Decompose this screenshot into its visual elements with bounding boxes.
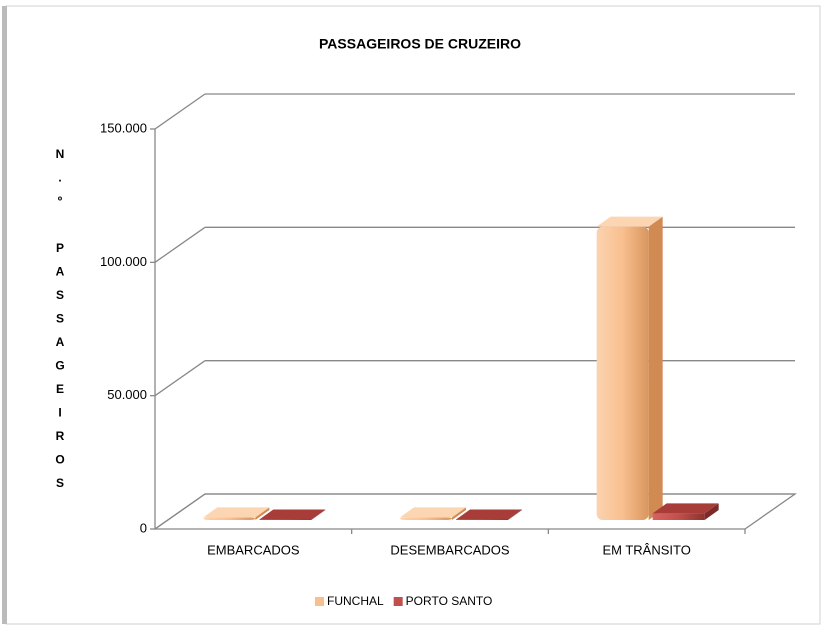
bar-side	[648, 216, 663, 520]
bar	[400, 507, 466, 520]
y-tick-label: 150.000	[100, 120, 147, 135]
bar-side	[704, 503, 719, 520]
bar-top	[259, 509, 326, 520]
y-tick-label: 100.000	[100, 254, 147, 269]
y-tick-label: 50.000	[107, 387, 147, 402]
bar-top	[652, 503, 719, 514]
bar	[456, 509, 522, 520]
bar-front	[203, 517, 256, 520]
shadow	[2, 6, 7, 624]
grid-line	[154, 226, 206, 263]
legend-swatch	[315, 597, 324, 606]
grid-line	[154, 493, 206, 530]
legend-swatch	[393, 597, 403, 606]
bar-side	[452, 507, 466, 520]
x-tick-label: EMBARCADOS	[207, 542, 300, 557]
chart-title: PASSAGEIROS DE CRUZEIRO	[319, 36, 521, 52]
bar-top	[596, 216, 663, 227]
bar-top	[456, 509, 522, 520]
bar-side	[255, 507, 270, 520]
bar-top	[203, 507, 270, 518]
chart-border	[5, 5, 821, 625]
bar	[259, 509, 326, 520]
y-tick-label: 0	[140, 520, 147, 535]
bar-front	[652, 513, 705, 520]
bar-side	[508, 509, 522, 520]
bar-top	[400, 507, 466, 518]
bar-front	[596, 226, 649, 520]
legend-label: PORTO SANTO	[406, 594, 493, 608]
bar-side	[311, 509, 326, 520]
x-tick-label: EM TRÂNSITO	[602, 542, 690, 557]
bar-front	[456, 519, 508, 520]
x-tick-label: DESEMBARCADOS	[390, 542, 510, 557]
bar-front	[400, 517, 452, 520]
grid-line	[154, 360, 206, 397]
grid-line	[154, 93, 206, 130]
legend-label: FUNCHAL	[327, 594, 384, 608]
bar	[652, 503, 719, 520]
bar	[203, 507, 270, 520]
bar-front	[259, 519, 312, 520]
bar	[596, 216, 663, 520]
